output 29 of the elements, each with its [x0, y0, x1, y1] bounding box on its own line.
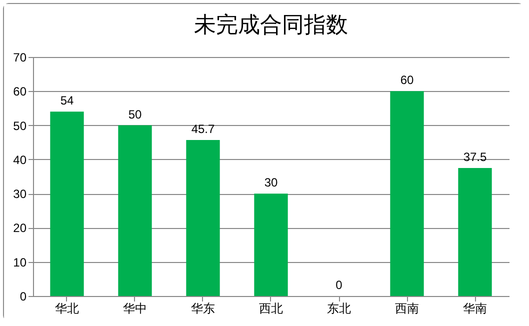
- x-tick-label: 华中: [123, 302, 147, 316]
- data-label: 50: [128, 107, 142, 122]
- x-tick-label: 华北: [55, 302, 79, 316]
- data-label: 60: [400, 73, 414, 88]
- y-tick-label: 60: [13, 84, 27, 99]
- y-tick-label: 40: [13, 152, 27, 167]
- y-tick-label: 0: [20, 290, 27, 304]
- data-label: 0: [336, 278, 343, 292]
- x-tick-label: 东北: [327, 302, 351, 316]
- bar: [50, 112, 84, 296]
- chart-title: 未完成合同指数: [194, 13, 348, 38]
- y-tick-label: 10: [13, 255, 27, 270]
- bar: [458, 168, 492, 296]
- data-label: 45.7: [191, 122, 215, 136]
- data-label: 30: [264, 176, 278, 190]
- x-tick-label: 华南: [463, 302, 487, 316]
- bar: [390, 91, 424, 296]
- data-label: 54: [60, 94, 74, 108]
- y-tick-label: 30: [13, 187, 27, 202]
- x-tick-label: 西南: [395, 302, 419, 316]
- y-tick-label: 70: [13, 50, 27, 64]
- y-tick-label: 20: [13, 221, 27, 236]
- bar: [186, 140, 220, 296]
- bar: [118, 125, 152, 296]
- data-label: 37.5: [463, 150, 487, 164]
- x-tick-label: 华东: [191, 302, 215, 316]
- bar: [254, 194, 288, 296]
- y-tick-label: 50: [13, 118, 27, 133]
- x-tick-label: 西北: [259, 302, 283, 316]
